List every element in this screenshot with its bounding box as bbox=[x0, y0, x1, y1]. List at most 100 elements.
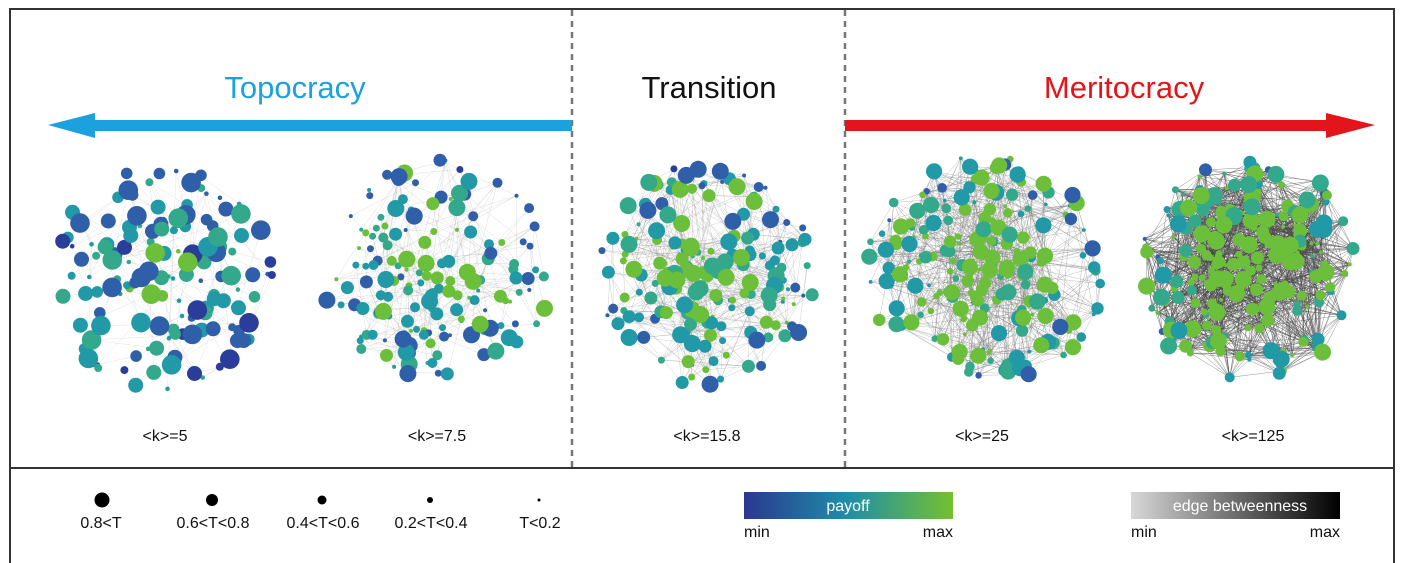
network-node bbox=[1193, 225, 1211, 243]
network-node bbox=[1095, 278, 1105, 289]
network-node bbox=[150, 199, 166, 215]
network-node bbox=[937, 183, 947, 193]
network-node bbox=[368, 260, 379, 270]
network-node bbox=[701, 256, 705, 260]
network-node bbox=[1235, 250, 1243, 258]
legend-size-label-4: T<0.2 bbox=[519, 515, 560, 532]
network-node bbox=[1210, 332, 1227, 350]
network-node bbox=[668, 236, 682, 250]
network-node bbox=[1243, 198, 1261, 216]
network-node bbox=[991, 157, 1008, 174]
network-node bbox=[673, 215, 691, 232]
network-node bbox=[440, 367, 454, 381]
network-node bbox=[1234, 351, 1245, 362]
network-node bbox=[1272, 283, 1290, 301]
network-node bbox=[790, 282, 801, 293]
network-node bbox=[975, 283, 989, 297]
network-node bbox=[1160, 337, 1178, 355]
network-k7-5 bbox=[318, 153, 553, 383]
network-node bbox=[888, 197, 899, 208]
network-node bbox=[367, 329, 378, 340]
network-node bbox=[877, 241, 895, 258]
network-node bbox=[608, 303, 619, 314]
network-node bbox=[1064, 339, 1082, 356]
network-node bbox=[783, 219, 791, 226]
network-node bbox=[538, 271, 549, 282]
heading-meritocracy: Meritocracy bbox=[1044, 70, 1205, 105]
network-node bbox=[687, 283, 705, 301]
network-node bbox=[204, 191, 209, 196]
network-node bbox=[427, 358, 438, 368]
network-node bbox=[1029, 293, 1046, 310]
network-node bbox=[936, 333, 950, 346]
network-node bbox=[1315, 290, 1326, 301]
network-node bbox=[1272, 366, 1286, 380]
network-node bbox=[1298, 336, 1309, 347]
network-node bbox=[1282, 253, 1300, 271]
network-node bbox=[748, 331, 766, 349]
network-node bbox=[861, 248, 878, 265]
network-node bbox=[1017, 231, 1030, 244]
network-node bbox=[1171, 186, 1179, 194]
network-node bbox=[383, 291, 394, 302]
network-node bbox=[206, 291, 222, 307]
network-node bbox=[716, 253, 734, 271]
network-node bbox=[1153, 288, 1170, 306]
network-node bbox=[637, 330, 651, 344]
network-node bbox=[961, 274, 974, 288]
network-label-k125: <k>=125 bbox=[1222, 428, 1285, 445]
network-node bbox=[670, 165, 678, 173]
network-node bbox=[778, 329, 792, 343]
network-node bbox=[1030, 312, 1035, 317]
network-node bbox=[187, 300, 208, 320]
network-node bbox=[352, 261, 360, 269]
network-node bbox=[1017, 263, 1034, 281]
network-node bbox=[415, 269, 423, 277]
network-node bbox=[1205, 217, 1216, 228]
network-node bbox=[887, 218, 892, 223]
network-node bbox=[387, 200, 405, 217]
network-node bbox=[1012, 250, 1029, 267]
network-node bbox=[1290, 353, 1295, 358]
network-node bbox=[1192, 187, 1210, 205]
network-node bbox=[382, 240, 393, 251]
heading-topocracy: Topocracy bbox=[224, 70, 366, 105]
network-node bbox=[498, 239, 506, 246]
network-node bbox=[1338, 216, 1349, 227]
network-node bbox=[515, 288, 523, 296]
network-node bbox=[198, 278, 204, 284]
network-node bbox=[790, 324, 808, 341]
network-node bbox=[145, 243, 165, 263]
network-node bbox=[943, 284, 961, 301]
network-node bbox=[620, 235, 638, 253]
network-node bbox=[1076, 332, 1087, 342]
network-node bbox=[176, 249, 181, 254]
network-node bbox=[708, 356, 719, 367]
network-node bbox=[367, 188, 372, 192]
network-node bbox=[456, 166, 464, 173]
network-node bbox=[403, 285, 414, 296]
network-node bbox=[356, 302, 370, 315]
network-node bbox=[1036, 247, 1054, 264]
network-node bbox=[1188, 214, 1202, 228]
network-node bbox=[759, 315, 773, 329]
network-node bbox=[497, 322, 505, 330]
topocracy-arrow bbox=[48, 113, 572, 138]
network-node bbox=[1006, 188, 1019, 201]
network-node bbox=[760, 286, 778, 304]
network-node bbox=[412, 179, 419, 187]
legend-size-label-0: 0.8<T bbox=[80, 515, 122, 532]
network-node bbox=[102, 250, 123, 270]
network-node bbox=[907, 259, 912, 264]
network-node bbox=[1228, 178, 1242, 192]
network-node bbox=[644, 291, 658, 305]
network-node bbox=[514, 193, 519, 198]
network-node bbox=[1187, 278, 1195, 286]
network-node bbox=[952, 275, 960, 282]
network-node bbox=[378, 232, 389, 243]
network-node bbox=[1250, 251, 1264, 265]
network-node bbox=[231, 300, 246, 316]
network-node bbox=[781, 296, 786, 301]
network-node bbox=[417, 279, 425, 287]
